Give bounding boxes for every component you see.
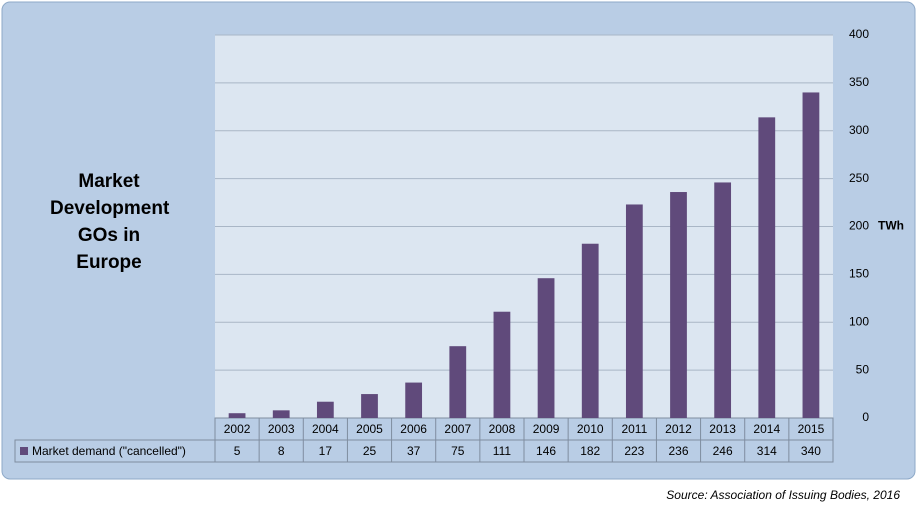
- x-tick-label: 2004: [312, 422, 339, 436]
- bar: [361, 394, 378, 418]
- table-value: 314: [757, 444, 777, 458]
- bar: [714, 182, 732, 418]
- y-tick-label: 200: [849, 219, 869, 233]
- x-tick-label: 2003: [268, 422, 295, 436]
- y-tick-label: 400: [849, 27, 869, 41]
- x-tick-label: 2012: [665, 422, 692, 436]
- table-value: 340: [801, 444, 821, 458]
- bar: [758, 117, 776, 418]
- x-tick-label: 2011: [621, 422, 647, 436]
- table-value: 37: [407, 444, 421, 458]
- x-tick-label: 2010: [577, 422, 604, 436]
- x-tick-label: 2009: [533, 422, 560, 436]
- bar: [316, 401, 334, 418]
- table-value: 5: [234, 444, 241, 458]
- legend-label: Market demand ("cancelled"): [32, 444, 186, 458]
- table-value: 182: [580, 444, 600, 458]
- y-tick-label: 300: [849, 123, 869, 137]
- x-tick-label: 2007: [444, 422, 471, 436]
- bar: [581, 243, 599, 418]
- legend-swatch: [20, 447, 28, 455]
- table-value: 25: [363, 444, 377, 458]
- bar: [537, 278, 555, 418]
- y-axis-label: TWh: [878, 219, 904, 233]
- y-tick-label: 250: [849, 171, 869, 185]
- table-value: 223: [624, 444, 644, 458]
- bar: [625, 204, 643, 418]
- table-value: 75: [451, 444, 465, 458]
- table-value: 17: [319, 444, 333, 458]
- table-value: 236: [668, 444, 688, 458]
- table-value: 246: [713, 444, 733, 458]
- x-tick-label: 2002: [224, 422, 251, 436]
- x-tick-label: 2015: [798, 422, 825, 436]
- bar: [802, 92, 820, 418]
- bar: [228, 413, 246, 418]
- x-tick-label: 2008: [489, 422, 516, 436]
- x-tick-label: 2014: [753, 422, 780, 436]
- chart-title: Market Development GOs in Europe: [50, 171, 170, 273]
- bar: [272, 410, 290, 418]
- y-tick-label: 50: [856, 362, 870, 376]
- x-tick-label: 2005: [356, 422, 383, 436]
- y-tick-label: 0: [862, 410, 869, 424]
- table-value: 8: [278, 444, 285, 458]
- y-tick-label: 150: [849, 267, 869, 281]
- y-tick-label: 100: [849, 314, 869, 328]
- y-tick-label: 350: [849, 75, 869, 89]
- x-tick-label: 2013: [709, 422, 736, 436]
- bar: [670, 192, 687, 418]
- x-tick-label: 2006: [400, 422, 427, 436]
- bar: [405, 382, 423, 418]
- bar: [493, 311, 511, 418]
- source-note: Source: Association of Issuing Bodies, 2…: [666, 488, 900, 502]
- table-value: 146: [536, 444, 556, 458]
- table-value: 111: [493, 444, 512, 458]
- bar: [449, 346, 467, 418]
